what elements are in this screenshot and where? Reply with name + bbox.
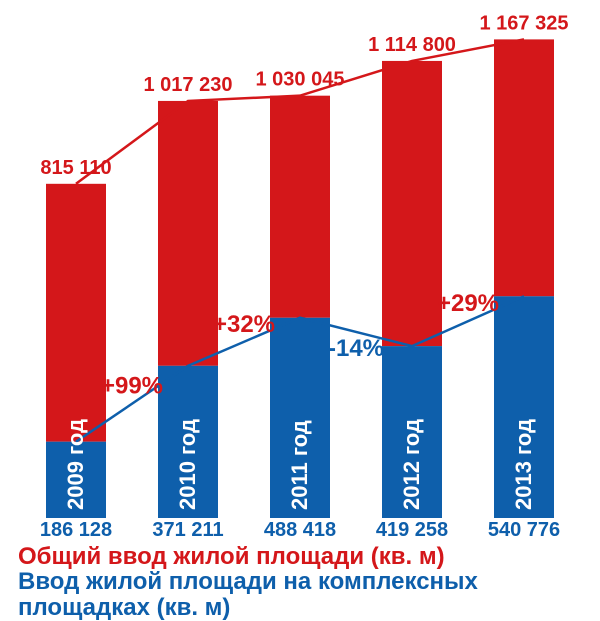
label-complex: 488 418 [264,519,336,541]
label-complex: 186 128 [40,519,112,541]
bar-total [270,96,330,318]
label-pct-change: -14% [328,335,384,362]
bar-total [494,39,554,296]
label-year: 2012 год [399,419,424,510]
bar-total [382,61,442,346]
label-year: 2010 год [175,419,200,510]
label-total: 815 110 [40,157,111,179]
label-year: 2011 год [287,420,312,510]
label-total: 1 030 045 [256,69,345,91]
label-pct-change: +32% [213,311,275,338]
chart-legend: Общий ввод жилой площади (кв. м) Ввод жи… [18,544,582,620]
label-year: 2009 год [63,419,88,510]
legend-line-complex: Ввод жилой площади на комплексных площад… [18,569,582,620]
label-pct-change: +99% [101,373,163,400]
label-complex: 371 211 [152,519,223,541]
label-total: 1 114 800 [368,34,456,56]
label-complex: 419 258 [376,519,448,541]
label-total: 1 167 325 [480,12,569,34]
label-year: 2013 год [511,419,536,510]
label-total: 1 017 230 [144,74,233,96]
bar-total [46,184,106,442]
bar-total [158,101,218,366]
label-complex: 540 776 [488,519,560,541]
housing-chart: 815 110 186 128 2009 год 1 017 230 371 211 20… [0,0,600,605]
legend-line-total: Общий ввод жилой площади (кв. м) [18,544,582,569]
label-pct-change: +29% [437,290,499,317]
